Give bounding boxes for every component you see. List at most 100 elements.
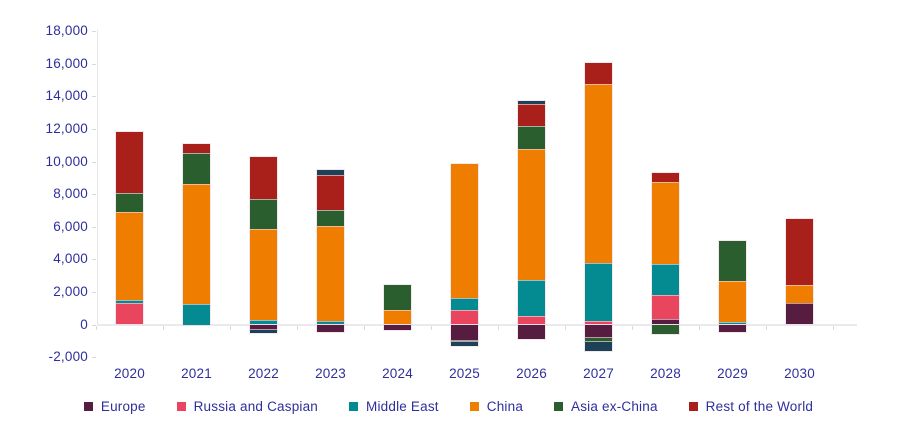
x-axis-tick <box>833 326 834 330</box>
legend-label: Europe <box>100 399 146 414</box>
bar-segment-russia-and-caspian <box>585 321 612 325</box>
bar-segment-china <box>250 229 277 320</box>
bar-segment-unlabeled <box>518 101 545 105</box>
x-axis-tick <box>431 326 432 330</box>
x-axis-tick-label: 2028 <box>650 366 681 381</box>
legend-item-russia-and-caspian: Russia and Caspian <box>176 399 319 414</box>
x-axis-tick-label: 2020 <box>114 366 145 381</box>
x-axis-tick <box>632 326 633 330</box>
y-axis-tick-label: 16,000 <box>45 55 88 71</box>
bar-segment-europe <box>652 318 679 325</box>
legend-label: Asia ex-China <box>571 399 658 414</box>
bar-segment-china <box>317 225 344 322</box>
x-axis-tick <box>163 326 164 330</box>
bar-segment-rest-of-the-world <box>250 157 277 199</box>
bar-segment-rest-of-the-world <box>518 104 545 126</box>
x-axis-tick-label: 2022 <box>248 366 279 381</box>
x-axis-tick-label: 2024 <box>382 366 413 381</box>
legend-item-middle-east: Middle East <box>349 399 439 414</box>
legend-label: Russia and Caspian <box>193 399 319 414</box>
bar-segment-europe <box>786 303 813 325</box>
bar-segment-rest-of-the-world <box>183 143 210 154</box>
x-axis-tick-label: 2023 <box>315 366 346 381</box>
bar-segment-middle-east <box>116 300 143 304</box>
bar-segment-russia-and-caspian <box>451 309 478 325</box>
bar-segment-middle-east <box>585 263 612 322</box>
y-axis-tick <box>92 291 96 293</box>
x-axis-tick <box>96 326 97 330</box>
y-axis-tick-label: 4,000 <box>53 251 88 267</box>
bar-segment-china <box>719 281 746 323</box>
bar-segment-asia-ex-china <box>719 240 746 282</box>
bar-segment-asia-ex-china <box>116 193 143 213</box>
legend-label: Middle East <box>366 399 439 414</box>
bar-segment-russia-and-caspian <box>518 315 545 325</box>
bar-segment-rest-of-the-world <box>585 62 612 85</box>
y-axis-tick-label: 0 <box>80 316 88 332</box>
bar-segment-asia-ex-china <box>518 125 545 150</box>
y-axis-tick <box>92 128 96 130</box>
bar-segment-china <box>786 284 813 304</box>
y-axis-tick <box>92 161 96 163</box>
bar-segment-rest-of-the-world <box>317 175 344 211</box>
bar-segment-europe <box>384 324 411 331</box>
bar-segment-europe <box>585 324 612 338</box>
y-axis-line <box>96 30 98 325</box>
bar-segment-middle-east <box>518 279 545 316</box>
y-axis-tick-label: 6,000 <box>53 218 88 234</box>
legend-item-asia-ex-china: Asia ex-China <box>554 399 658 414</box>
legend-swatch-icon <box>83 402 93 411</box>
bar-segment-asia-ex-china <box>183 153 210 185</box>
legend-label: Rest of the World <box>705 399 814 414</box>
x-axis-tick <box>498 326 499 330</box>
bar-segment-asia-ex-china <box>451 340 478 343</box>
legend-swatch-icon <box>554 402 564 411</box>
x-axis-tick <box>364 326 365 330</box>
bar-segment-asia-ex-china <box>652 324 679 335</box>
legend-item-europe: Europe <box>83 399 146 414</box>
x-axis-tick <box>297 326 298 330</box>
bar-segment-europe <box>451 324 478 341</box>
legend-swatch-icon <box>176 402 186 411</box>
y-axis-tick <box>92 96 96 98</box>
y-axis-tick <box>92 226 96 228</box>
bar-segment-asia-ex-china <box>250 198 277 230</box>
legend-swatch-icon <box>469 402 479 411</box>
bar-segment-asia-ex-china <box>585 337 612 342</box>
bar-segment-asia-ex-china <box>317 210 344 226</box>
x-axis-tick <box>230 326 231 330</box>
x-axis-tick <box>565 326 566 330</box>
y-axis-tick <box>92 63 96 65</box>
bar-segment-china <box>451 163 478 299</box>
bar-segment-rest-of-the-world <box>786 219 813 285</box>
bar-segment-russia-and-caspian <box>652 295 679 319</box>
legend-item-rest-of-the-world: Rest of the World <box>688 399 814 414</box>
bar-segment-unlabeled <box>250 330 277 333</box>
bar-segment-europe <box>317 324 344 332</box>
y-axis-tick-label: 10,000 <box>45 153 88 169</box>
bar-segment-europe <box>518 324 545 340</box>
bar-segment-middle-east <box>250 319 277 325</box>
x-axis-tick-label: 2025 <box>449 366 480 381</box>
bar-segment-rest-of-the-world <box>652 172 679 182</box>
bar-segment-middle-east <box>317 321 344 325</box>
y-axis-tick-label: 2,000 <box>53 283 88 299</box>
legend-swatch-icon <box>349 402 359 411</box>
bar-segment-china <box>183 184 210 305</box>
bar-segment-china <box>384 309 411 325</box>
bar-segment-rest-of-the-world <box>116 132 143 194</box>
x-axis-tick <box>699 326 700 330</box>
chart-legend: Europe Russia and Caspian Middle East China… <box>0 399 897 414</box>
y-axis-tick-label: 18,000 <box>45 23 88 39</box>
bar-segment-asia-ex-china <box>384 284 411 310</box>
y-axis-tick-label: 14,000 <box>45 88 88 104</box>
bar-segment-middle-east <box>652 264 679 296</box>
x-axis-tick-label: 2029 <box>717 366 748 381</box>
y-axis-tick-label: 12,000 <box>45 120 88 136</box>
legend-swatch-icon <box>688 402 698 411</box>
bar-segment-europe <box>719 324 746 332</box>
y-axis-tick <box>92 259 96 261</box>
legend-item-china: China <box>469 399 523 414</box>
bar-segment-middle-east <box>719 322 746 325</box>
